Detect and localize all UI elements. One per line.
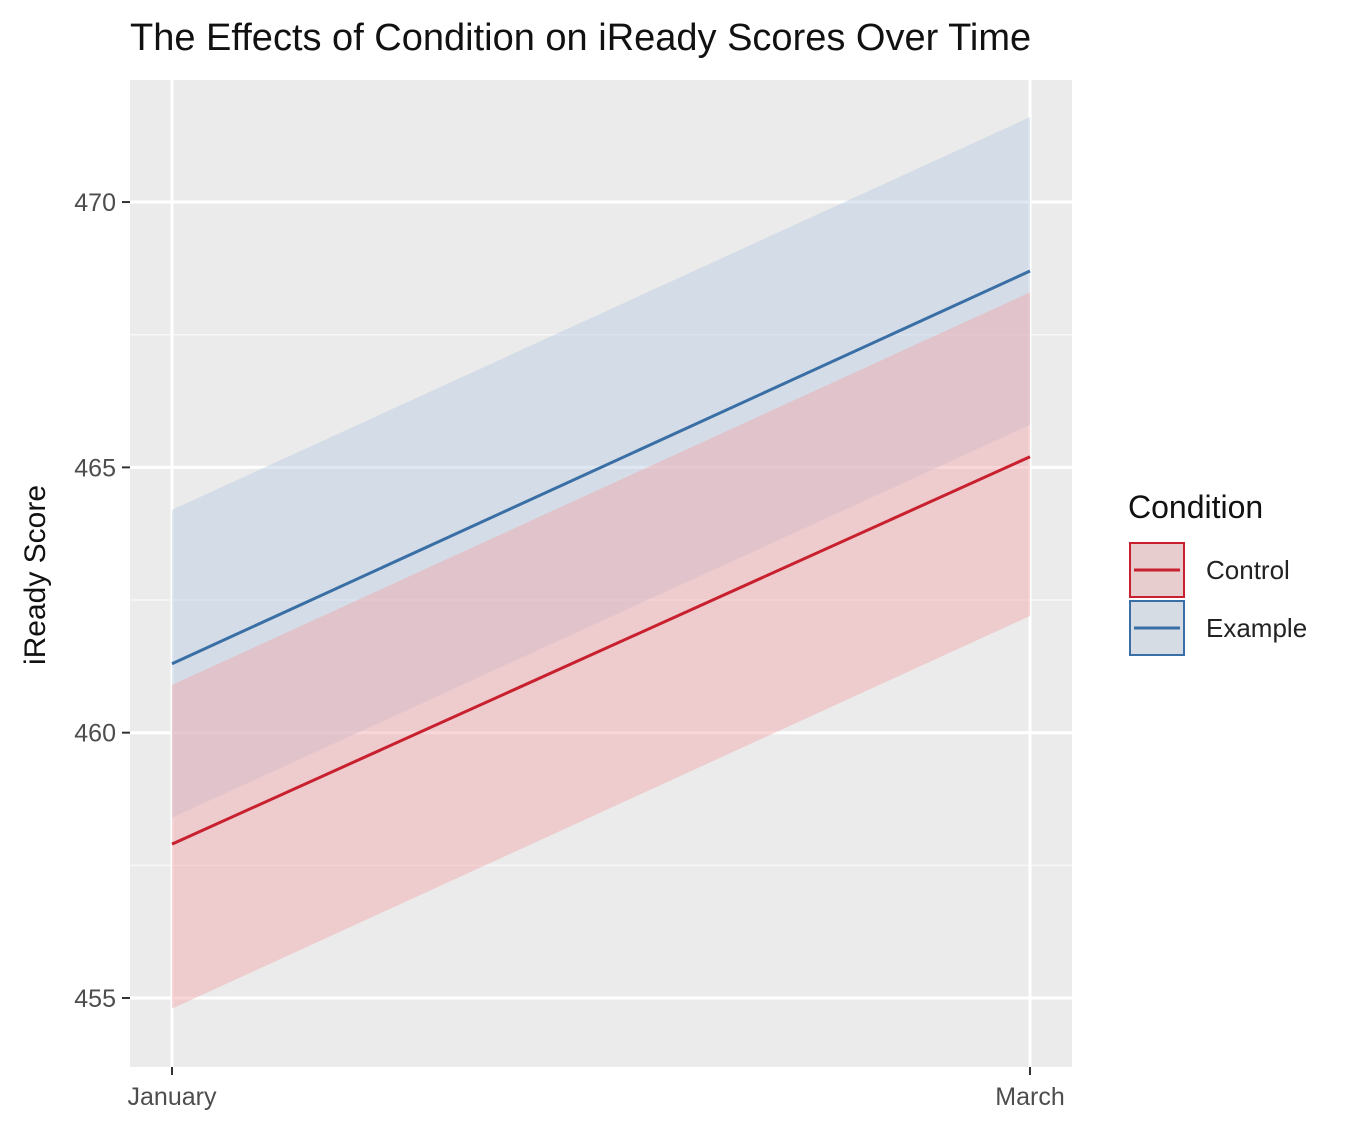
series-line-control bbox=[171, 455, 1031, 846]
legend-title: Condition bbox=[1128, 489, 1263, 525]
y-tick-label: 455 bbox=[74, 985, 116, 1013]
chart-title: The Effects of Condition on iReady Score… bbox=[130, 17, 1031, 59]
y-axis-title: iReady Score bbox=[19, 485, 52, 665]
y-tick-label: 460 bbox=[74, 720, 116, 748]
x-tick-label: March bbox=[995, 1083, 1064, 1111]
legend-label: Control bbox=[1206, 555, 1290, 585]
y-axis-ticks: 455 460 465 470 bbox=[74, 189, 130, 1013]
y-tick-label: 465 bbox=[74, 454, 116, 482]
series-lines bbox=[171, 269, 1031, 846]
legend: Condition Control Example bbox=[1128, 489, 1307, 656]
x-axis-ticks: January March bbox=[128, 1067, 1065, 1111]
plot-panel bbox=[130, 80, 1072, 1067]
legend-label: Example bbox=[1206, 613, 1307, 643]
series-line-example bbox=[171, 269, 1031, 666]
y-tick-label: 470 bbox=[74, 189, 116, 217]
grid-minor bbox=[130, 333, 1072, 867]
x-tick-label: January bbox=[128, 1083, 217, 1111]
